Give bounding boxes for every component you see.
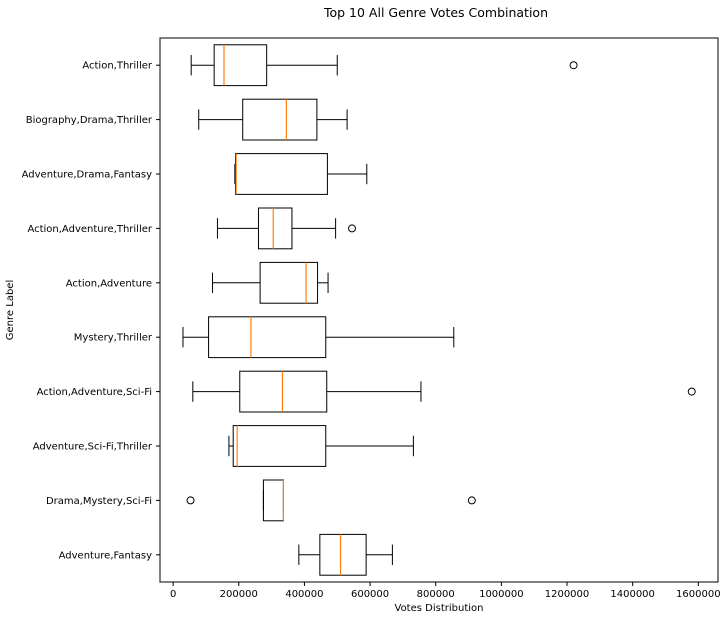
box-group: Drama,Mystery,Sci-Fi: [46, 479, 476, 522]
box-iqr: [319, 533, 367, 576]
y-tick-label: Adventure,Sci-Fi,Thriller: [33, 442, 153, 453]
box-group: Adventure,Sci-Fi,Thriller: [33, 425, 414, 467]
box-group: Biography,Drama,Thriller: [26, 98, 348, 141]
box-iqr: [262, 479, 284, 522]
box-iqr: [257, 207, 293, 250]
box-iqr: [259, 261, 319, 304]
y-tick-label: Mystery,Thriller: [74, 333, 153, 344]
x-tick-label: 1200000: [545, 589, 590, 600]
x-tick-label: 200000: [220, 589, 258, 600]
box-group: Adventure,Drama,Fantasy: [22, 153, 368, 195]
y-tick-label: Action,Thriller: [82, 61, 153, 72]
chart-title: Top 10 All Genre Votes Combination: [323, 5, 548, 20]
x-tick-label: 800000: [417, 589, 455, 600]
box-group: Action,Adventure: [66, 261, 329, 304]
y-tick-label: Adventure,Drama,Fantasy: [22, 170, 152, 181]
box-group: Action,Thriller: [82, 44, 578, 87]
x-tick-label: 1400000: [610, 589, 655, 600]
box-iqr: [242, 98, 318, 141]
y-tick-label: Action,Adventure,Sci-Fi: [37, 387, 152, 398]
box-iqr: [213, 44, 268, 87]
box-group: Mystery,Thriller: [74, 316, 455, 359]
x-tick-label: 400000: [285, 589, 323, 600]
x-tick-label: 600000: [351, 589, 389, 600]
x-axis-label: Votes Distribution: [395, 603, 484, 614]
y-tick-label: Action,Adventure,Thriller: [27, 224, 152, 235]
box-group: Action,Adventure,Sci-Fi: [37, 370, 696, 413]
plot-area: 0 200000 400000 600000 800000 1000000 1200000 1…: [22, 44, 721, 600]
outlier-point: [687, 387, 696, 396]
outlier-point: [569, 61, 578, 70]
outlier-point: [467, 496, 476, 505]
x-tick-label: 1600000: [676, 589, 721, 600]
x-tick-label: 1000000: [479, 589, 524, 600]
outlier-point: [186, 496, 195, 505]
outlier-point: [348, 224, 357, 233]
box-group: Action,Adventure,Thriller: [27, 207, 357, 250]
x-tick-label: 0: [170, 589, 176, 600]
box-iqr: [234, 153, 328, 195]
y-tick-label: Biography,Drama,Thriller: [26, 115, 153, 126]
y-tick-label: Action,Adventure: [66, 278, 152, 289]
box-group: Adventure,Fantasy: [59, 533, 393, 576]
axes-frame: [159, 37, 719, 583]
y-tick-label: Adventure,Fantasy: [59, 550, 152, 561]
box-iqr: [239, 370, 328, 413]
y-axis-label: Genre Label: [5, 280, 16, 340]
y-tick-label: Drama,Mystery,Sci-Fi: [46, 496, 152, 507]
box-iqr: [208, 316, 327, 359]
box-iqr: [232, 425, 327, 467]
